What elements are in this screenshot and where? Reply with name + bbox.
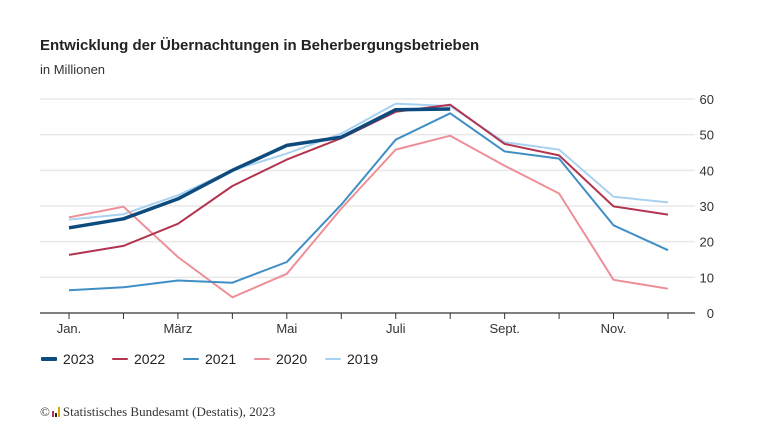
x-tick-label: Mai (276, 321, 297, 336)
legend-swatch (183, 358, 199, 360)
y-tick-label: 50 (700, 128, 714, 143)
legend: 2023 2022 2021 2020 2019 (41, 351, 396, 367)
y-tick-label: 20 (700, 235, 714, 250)
legend-swatch (254, 358, 270, 360)
series-line-2023 (68, 107, 451, 230)
y-tick-label: 10 (700, 270, 714, 285)
series-line-2021 (68, 112, 669, 292)
y-tick-label: 40 (700, 163, 714, 178)
y-tick-label: 0 (707, 306, 714, 321)
legend-item-2023: 2023 (41, 351, 112, 367)
y-tick-label: 30 (700, 199, 714, 214)
footer: © Statistisches Bundesamt (Destatis), 20… (40, 404, 275, 420)
x-tick-label: März (163, 321, 192, 336)
series-line-2020 (68, 134, 669, 299)
copyright-icon: © (40, 404, 50, 419)
legend-label: 2020 (276, 351, 308, 367)
y-tick-label: 60 (700, 92, 714, 107)
x-tick-label: Jan. (57, 321, 82, 336)
chart-title: Entwicklung der Übernachtungen in Beherb… (40, 37, 480, 54)
chart-subtitle: in Millionen (40, 62, 106, 77)
x-tick-label: Sept. (489, 321, 519, 336)
legend-item-2019: 2019 (325, 351, 396, 367)
destatis-logo-icon (51, 407, 60, 417)
legend-swatch (41, 357, 57, 361)
legend-label: 2019 (347, 351, 379, 367)
legend-label: 2023 (63, 351, 95, 367)
legend-item-2022: 2022 (112, 351, 183, 367)
x-tick-label: Nov. (601, 321, 627, 336)
legend-item-2021: 2021 (183, 351, 254, 367)
source-text: Statistisches Bundesamt (Destatis), 2023 (62, 404, 276, 419)
legend-item-2020: 2020 (254, 351, 325, 367)
legend-swatch (112, 358, 128, 360)
legend-label: 2021 (205, 351, 237, 367)
legend-label: 2022 (134, 351, 166, 367)
legend-swatch (325, 358, 341, 360)
series-line-2019 (68, 102, 669, 221)
x-tick-label: Juli (386, 321, 406, 336)
